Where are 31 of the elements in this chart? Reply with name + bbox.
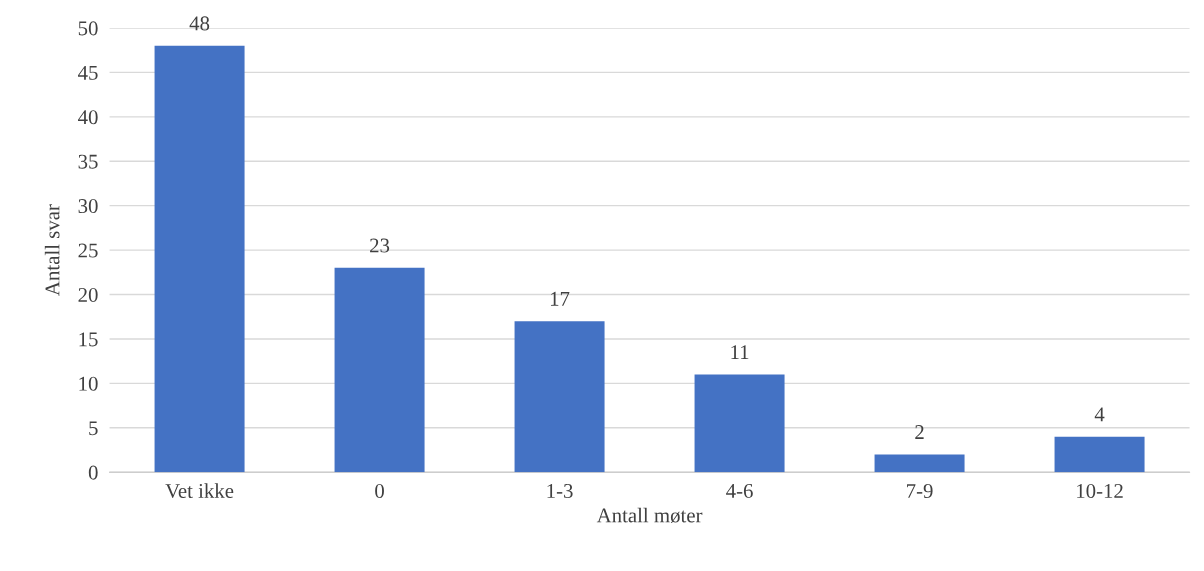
bar (154, 45, 245, 473)
y-tick-label: 25 (78, 243, 98, 258)
x-tick-label: 10-12 (1077, 483, 1123, 498)
y-tick-label: 40 (78, 110, 98, 125)
y-tick-label: 10 (79, 376, 98, 391)
bar (514, 321, 605, 473)
y-axis-title: Antall svar (44, 204, 60, 296)
data-label: 48 (189, 16, 210, 31)
data-label: 17 (550, 291, 570, 306)
data-label: 2 (915, 425, 924, 439)
y-tick-label: 45 (78, 65, 98, 80)
y-tick-label: 15 (79, 332, 98, 347)
x-tick-label: Vet ikke (165, 483, 234, 499)
bar (694, 374, 785, 473)
data-label: 11 (731, 345, 749, 359)
x-axis-title: Antall møter (596, 507, 703, 524)
y-tick-label: 30 (78, 199, 98, 214)
data-label: 23 (370, 238, 390, 253)
bar (334, 267, 425, 473)
y-tick-label: 20 (78, 287, 98, 302)
x-tick-label: 0 (375, 483, 384, 498)
x-tick-label: 1-3 (547, 483, 573, 498)
y-tick-label: 0 (88, 465, 98, 480)
bar (874, 454, 965, 473)
data-label: 4 (1094, 407, 1105, 422)
y-tick-label: 5 (89, 421, 98, 436)
x-tick-label: 4-6 (726, 483, 753, 498)
x-tick-label: 7-9 (907, 483, 933, 498)
y-tick-label: 50 (78, 21, 98, 36)
y-tick-label: 35 (78, 154, 98, 169)
bar (1054, 436, 1145, 473)
